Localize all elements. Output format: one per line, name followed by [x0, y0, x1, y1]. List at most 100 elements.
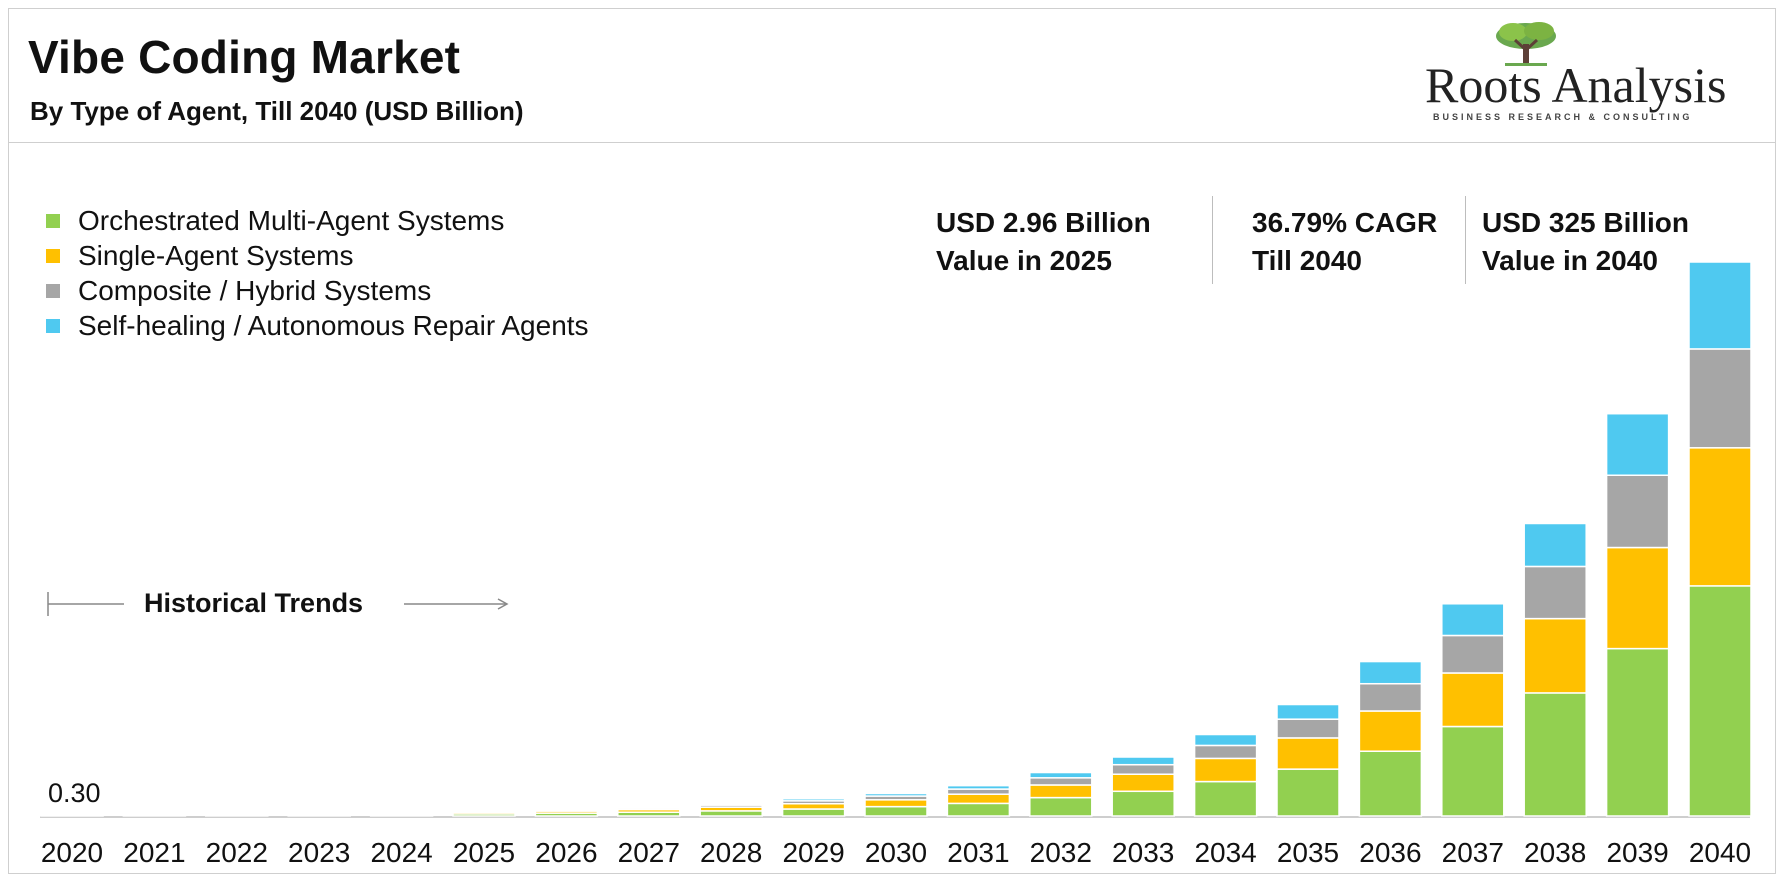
bar-segment — [1276, 703, 1340, 720]
bar-segment — [1688, 348, 1752, 449]
stat-value-2040: USD 325 Billion Value in 2040 — [1482, 204, 1689, 280]
stat-line: Till 2040 — [1252, 245, 1363, 276]
x-tick-label: 2036 — [1359, 837, 1421, 868]
bar-segment — [1441, 634, 1505, 674]
bar-segment — [864, 792, 928, 797]
legend-label: Orchestrated Multi-Agent Systems — [78, 204, 505, 236]
bar-segment — [1523, 522, 1587, 568]
bar-segment — [1358, 682, 1423, 712]
chart-frame — [8, 8, 1776, 874]
bar-segment — [1111, 790, 1175, 817]
x-tick-label: 2029 — [782, 837, 844, 868]
first-value-label: 0.30 — [48, 778, 101, 808]
x-tick-label: 2030 — [865, 837, 927, 868]
legend-item: Single-Agent Systems — [46, 238, 589, 273]
bar-segment — [1605, 412, 1670, 476]
legend-item: Composite / Hybrid Systems — [46, 273, 589, 308]
bar-segment — [1441, 672, 1505, 728]
legend-item: Orchestrated Multi-Agent Systems — [46, 203, 589, 238]
stat-value-2025: USD 2.96 Billion Value in 2025 — [936, 204, 1151, 280]
bar-segment — [1193, 780, 1258, 817]
bar-segment — [1688, 447, 1752, 587]
bar-segment — [1441, 603, 1505, 637]
x-tick-label: 2039 — [1606, 837, 1668, 868]
x-tick-label: 2022 — [206, 837, 268, 868]
bar-segment — [1193, 744, 1258, 760]
x-tick-label: 2026 — [535, 837, 597, 868]
x-tick-label: 2040 — [1689, 837, 1751, 868]
x-tick-label: 2032 — [1030, 837, 1092, 868]
logo-tagline: BUSINESS RESEARCH & CONSULTING — [1433, 112, 1693, 122]
brand-logo: Roots Analysis BUSINESS RESEARCH & CONSU… — [1425, 20, 1755, 130]
bar-segment — [1358, 750, 1423, 817]
bar-segment — [946, 788, 1011, 795]
legend-label: Single-Agent Systems — [78, 239, 354, 271]
legend-swatch-yellow — [46, 248, 60, 263]
historical-label: Historical Trends — [144, 588, 364, 618]
bar-segment — [1688, 585, 1752, 817]
x-tick-label: 2034 — [1194, 837, 1256, 868]
tick-group: 2020 2021 2022 2023 2024 2025 2026 2027 2028 2029… — [41, 837, 1751, 868]
chart-subtitle: By Type of Agent, Till 2040 (USD Billion… — [30, 96, 524, 126]
stat-divider — [1465, 196, 1466, 284]
bar-segment — [1276, 768, 1340, 817]
bar-segment — [1029, 771, 1093, 779]
historical-trends: Historical Trends — [46, 588, 516, 618]
x-tick-label: 2028 — [700, 837, 762, 868]
x-tick-label: 2031 — [947, 837, 1009, 868]
bar-segment — [534, 808, 599, 811]
chart-title: Vibe Coding Market — [28, 31, 461, 83]
stat-cagr: 36.79% CAGR Till 2040 — [1252, 204, 1437, 280]
bar-segment — [1276, 718, 1340, 739]
legend-swatch-blue — [46, 318, 60, 333]
x-tick-label: 2025 — [453, 837, 515, 868]
bar-segment — [781, 802, 846, 810]
x-tick-label: 2027 — [618, 837, 680, 868]
bar-segment — [1029, 796, 1093, 817]
legend-label: Composite / Hybrid Systems — [78, 274, 432, 306]
x-tick-label: 2037 — [1442, 837, 1504, 868]
bar-segment — [864, 799, 928, 808]
legend-label: Self-healing / Autonomous Repair Agents — [78, 309, 589, 341]
historical-arrow-icon — [47, 592, 509, 616]
bar-segment — [946, 784, 1011, 790]
bar-segment — [617, 806, 681, 809]
bar-segment — [1193, 757, 1258, 783]
stat-divider — [1212, 196, 1213, 284]
x-tick-label: 2020 — [41, 837, 103, 868]
bar-segment — [1111, 763, 1175, 775]
legend-item: Self-healing / Autonomous Repair Agents — [46, 308, 589, 343]
x-tick-label: 2033 — [1112, 837, 1174, 868]
bar-segment — [1358, 660, 1423, 685]
logo-name: Roots Analysis — [1425, 57, 1727, 113]
bar-segment — [1605, 546, 1670, 650]
bar-segment — [1605, 474, 1670, 549]
stat-line: Value in 2040 — [1482, 245, 1658, 276]
bar-segment — [1029, 777, 1093, 786]
bar-segment — [1523, 692, 1587, 817]
legend-swatch-gray — [46, 283, 60, 298]
legend-swatch-green — [46, 213, 60, 228]
header-divider — [9, 142, 1775, 143]
bar-segment — [946, 793, 1011, 805]
bar-segment — [781, 808, 846, 817]
stat-line: 36.79% CAGR — [1252, 207, 1438, 238]
stat-line: Value in 2025 — [936, 245, 1112, 276]
x-tick-label: 2023 — [288, 837, 350, 868]
bar-segment — [699, 802, 763, 806]
x-tick-label: 2024 — [370, 837, 432, 868]
stat-line: USD 2.96 Billion — [936, 207, 1151, 238]
stat-line: USD 325 Billion — [1482, 207, 1689, 238]
x-tick-label: 2038 — [1524, 837, 1586, 868]
x-tick-label: 2035 — [1277, 837, 1339, 868]
bar-group — [40, 261, 1752, 817]
bar-segment — [1111, 756, 1175, 766]
bar-segment — [699, 810, 763, 817]
bar-segment — [1523, 617, 1587, 694]
bar-segment — [1029, 784, 1093, 799]
bar-segment — [1441, 725, 1505, 817]
bar-segment — [1688, 261, 1752, 350]
bar-segment — [781, 798, 846, 802]
tree-icon — [1496, 22, 1556, 66]
